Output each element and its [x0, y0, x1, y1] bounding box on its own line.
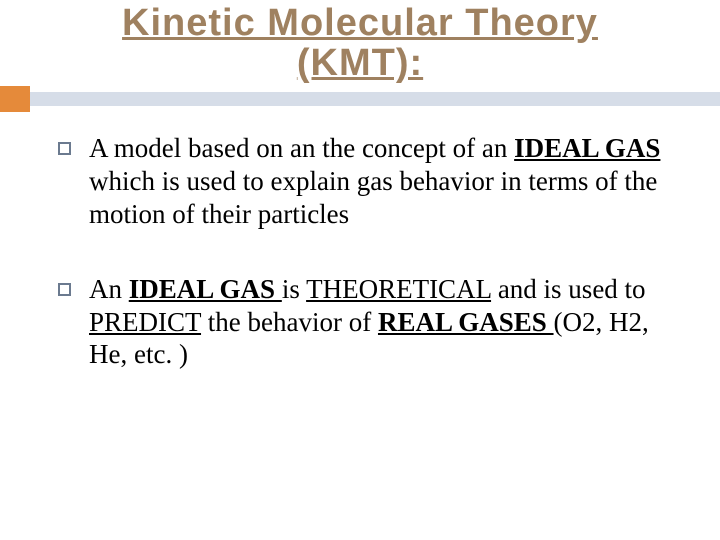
bullet-icon [58, 142, 71, 155]
slide-title: Kinetic Molecular Theory (KMT): [0, 0, 720, 84]
accent-square [0, 86, 30, 112]
list-item: An IDEAL GAS is THEORETICAL and is used … [58, 273, 672, 372]
bullet-text-1: An IDEAL GAS is THEORETICAL and is used … [89, 273, 672, 372]
title-line-2: (KMT): [0, 44, 720, 84]
accent-bar [0, 92, 720, 106]
slide-body: A model based on an the concept of an ID… [0, 114, 720, 372]
accent-divider [0, 86, 720, 114]
list-item: A model based on an the concept of an ID… [58, 132, 672, 231]
bullet-text-0: A model based on an the concept of an ID… [89, 132, 672, 231]
bullet-icon [58, 283, 71, 296]
title-line-1: Kinetic Molecular Theory [0, 4, 720, 44]
